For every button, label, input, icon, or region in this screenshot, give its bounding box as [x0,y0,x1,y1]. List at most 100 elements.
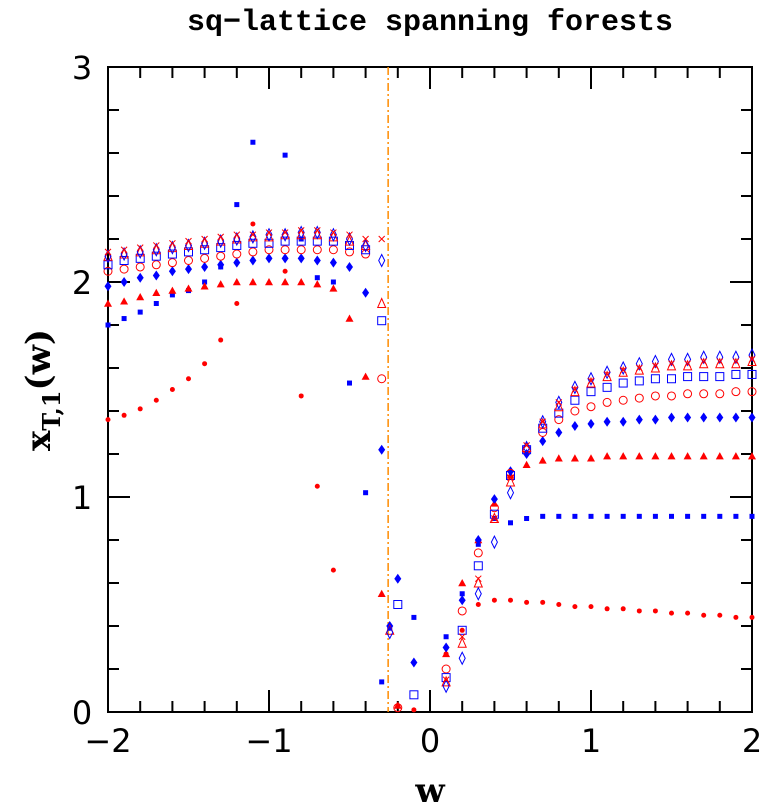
point [683,452,692,460]
point [119,247,129,259]
point [201,235,208,243]
point [539,418,547,426]
point [491,515,498,522]
point [570,406,580,416]
point [312,245,322,255]
point [312,236,322,246]
point [538,456,547,464]
point [329,284,338,292]
point [104,299,112,307]
point [233,231,241,239]
point [459,591,465,597]
point [313,280,322,288]
point [135,253,145,263]
point [441,664,451,674]
point [473,561,483,571]
point [377,589,386,597]
point [234,202,240,208]
point [634,376,644,386]
point [524,599,530,605]
point [135,262,145,272]
point [651,414,659,425]
point [474,586,482,601]
point [137,406,143,412]
point [442,679,450,694]
point [265,253,273,264]
point [489,512,500,523]
point [701,513,707,519]
point [443,634,449,640]
point [121,412,127,418]
point [120,246,128,254]
point [717,612,723,618]
point [651,452,660,460]
y-tick-label: 0 [72,694,92,732]
point [506,471,515,480]
point [347,380,352,386]
point [386,625,394,640]
point [717,513,723,519]
point [652,362,659,370]
point [699,372,709,382]
point [684,360,691,368]
point [716,350,724,365]
point [699,389,709,399]
point [634,393,644,403]
point [684,352,692,367]
point [604,606,610,612]
point [120,277,128,287]
point [377,316,387,326]
point [716,358,724,365]
point [669,610,674,616]
point [618,378,628,388]
point [457,625,467,635]
y-axis-label: xT,1(w) [19,329,66,451]
point [249,255,257,266]
point [555,427,563,438]
point [135,245,145,257]
point [249,231,257,239]
point [250,221,256,227]
point [555,399,563,406]
point [394,573,402,584]
point [523,440,531,455]
point [119,256,129,265]
point [490,535,498,550]
point [152,288,161,296]
y-tick-label: 2 [72,264,92,302]
point [410,657,418,668]
point [685,610,691,616]
point [748,452,756,460]
point [202,361,208,367]
point [297,225,305,240]
point [441,673,451,683]
point [168,266,176,277]
point [715,372,725,382]
point [136,244,144,251]
point [249,229,257,244]
point [103,260,113,270]
point [136,293,145,301]
point [328,245,338,255]
point [587,371,595,386]
point [588,604,594,610]
point [105,417,111,423]
point [457,636,467,648]
point [458,633,466,641]
point [234,301,240,306]
point [490,494,498,505]
point [184,247,193,257]
point [248,238,258,248]
point [635,414,643,425]
point [683,389,693,399]
point [313,227,321,234]
point [587,377,595,385]
x-tick-label: 2 [742,722,762,760]
point [281,229,289,236]
point [748,347,756,363]
point [700,358,708,365]
point [265,227,273,242]
point [635,356,643,371]
point [650,391,660,401]
point [570,395,580,405]
